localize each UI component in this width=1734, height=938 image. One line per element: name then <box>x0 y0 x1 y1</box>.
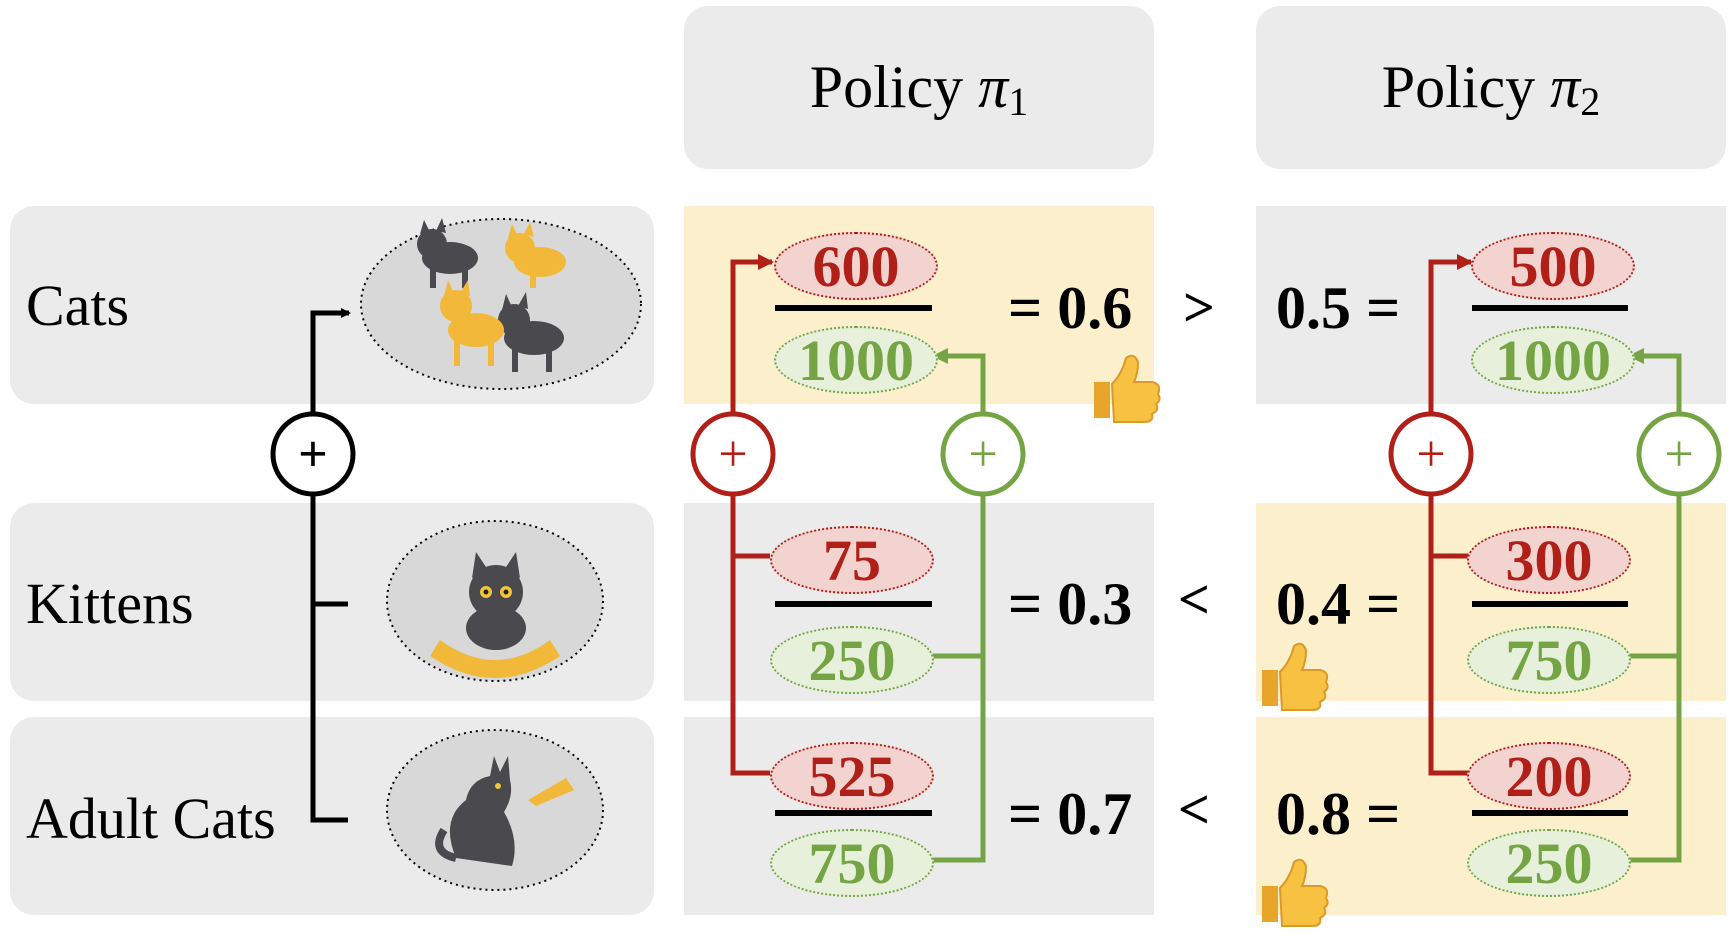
policy2-kittens-result: 0.4 = <box>1276 571 1401 637</box>
policy2-cats-denominator: 1000 <box>1471 326 1635 394</box>
header-cell-policy2 <box>1256 6 1726 169</box>
adult-cat-icon <box>435 756 574 866</box>
comparison-kittens: < <box>1178 569 1210 631</box>
header-policy1-label: Policy <box>809 54 964 120</box>
policy2-cats-result: 0.5 = <box>1276 275 1401 341</box>
policy1-cats-numerator: 600 <box>774 232 938 300</box>
policy1-denominator-plus-sign: + <box>968 425 998 483</box>
policy1-adult-denominator: 750 <box>770 829 934 897</box>
header-policy2-subscript: 2 <box>1580 79 1601 124</box>
policy2-kittens-denominator: 750 <box>1467 626 1631 694</box>
header-policy2-symbol: π <box>1550 54 1581 120</box>
header-policy2-label: Policy <box>1381 54 1536 120</box>
header-policy1-subscript: 1 <box>1008 79 1029 124</box>
row-label-adult-cats: Adult Cats <box>26 786 276 851</box>
policy1-denominator-plus <box>940 411 1026 497</box>
policy1-adult-numerator: 525 <box>770 742 934 810</box>
header-cell-policy1 <box>684 6 1154 169</box>
policy1-numerator-plus <box>690 411 776 497</box>
policy1-adult-result: = 0.7 <box>1008 781 1133 847</box>
policy1-denominator-lines <box>928 348 986 863</box>
row-label-kittens: Kittens <box>26 571 194 636</box>
cats-group-icon <box>417 218 566 372</box>
comparison-adult-cats: < <box>1178 779 1210 841</box>
policy2-adult-numerator: 200 <box>1467 742 1631 810</box>
thumbs-up-icon <box>1262 858 1329 927</box>
policy2-cats-numerator: 500 <box>1471 232 1635 300</box>
policy1-cats-denominator: 1000 <box>774 326 938 394</box>
fraction-bars <box>775 305 1628 816</box>
policy2-adult-denominator: 250 <box>1467 829 1631 897</box>
policy2-numerator-lines <box>1428 254 1473 776</box>
policy1-kittens-result: = 0.3 <box>1008 571 1133 637</box>
header-policy1-symbol: π <box>978 54 1009 120</box>
policy1-numerator-plus-sign: + <box>718 425 748 483</box>
policy2-numerator-plus-sign: + <box>1416 425 1446 483</box>
policy1-numerator-lines <box>730 254 774 776</box>
row-plus-circle <box>270 411 356 497</box>
policy2-denominator-lines <box>1625 348 1682 863</box>
kitten-in-hands-icon <box>430 552 560 678</box>
policy1-cats-result: = 0.6 <box>1008 275 1133 341</box>
policy2-numerator-plus <box>1388 411 1474 497</box>
thumbs-up-icon <box>1094 354 1161 423</box>
row-label-cats: Cats <box>26 273 130 338</box>
policy2-denominator-plus-sign: + <box>1664 425 1694 483</box>
comparison-cats: > <box>1183 277 1215 339</box>
thumbs-up-icon <box>1262 642 1329 711</box>
policy2-kittens-numerator: 300 <box>1467 526 1631 594</box>
policy1-kittens-denominator: 250 <box>770 626 934 694</box>
policy2-denominator-plus <box>1636 411 1722 497</box>
policy1-kittens-numerator: 75 <box>770 526 934 594</box>
row-plus-sign: + <box>298 425 328 483</box>
policy2-adult-result: 0.8 = <box>1276 781 1401 847</box>
row-tree-lines <box>310 308 351 823</box>
